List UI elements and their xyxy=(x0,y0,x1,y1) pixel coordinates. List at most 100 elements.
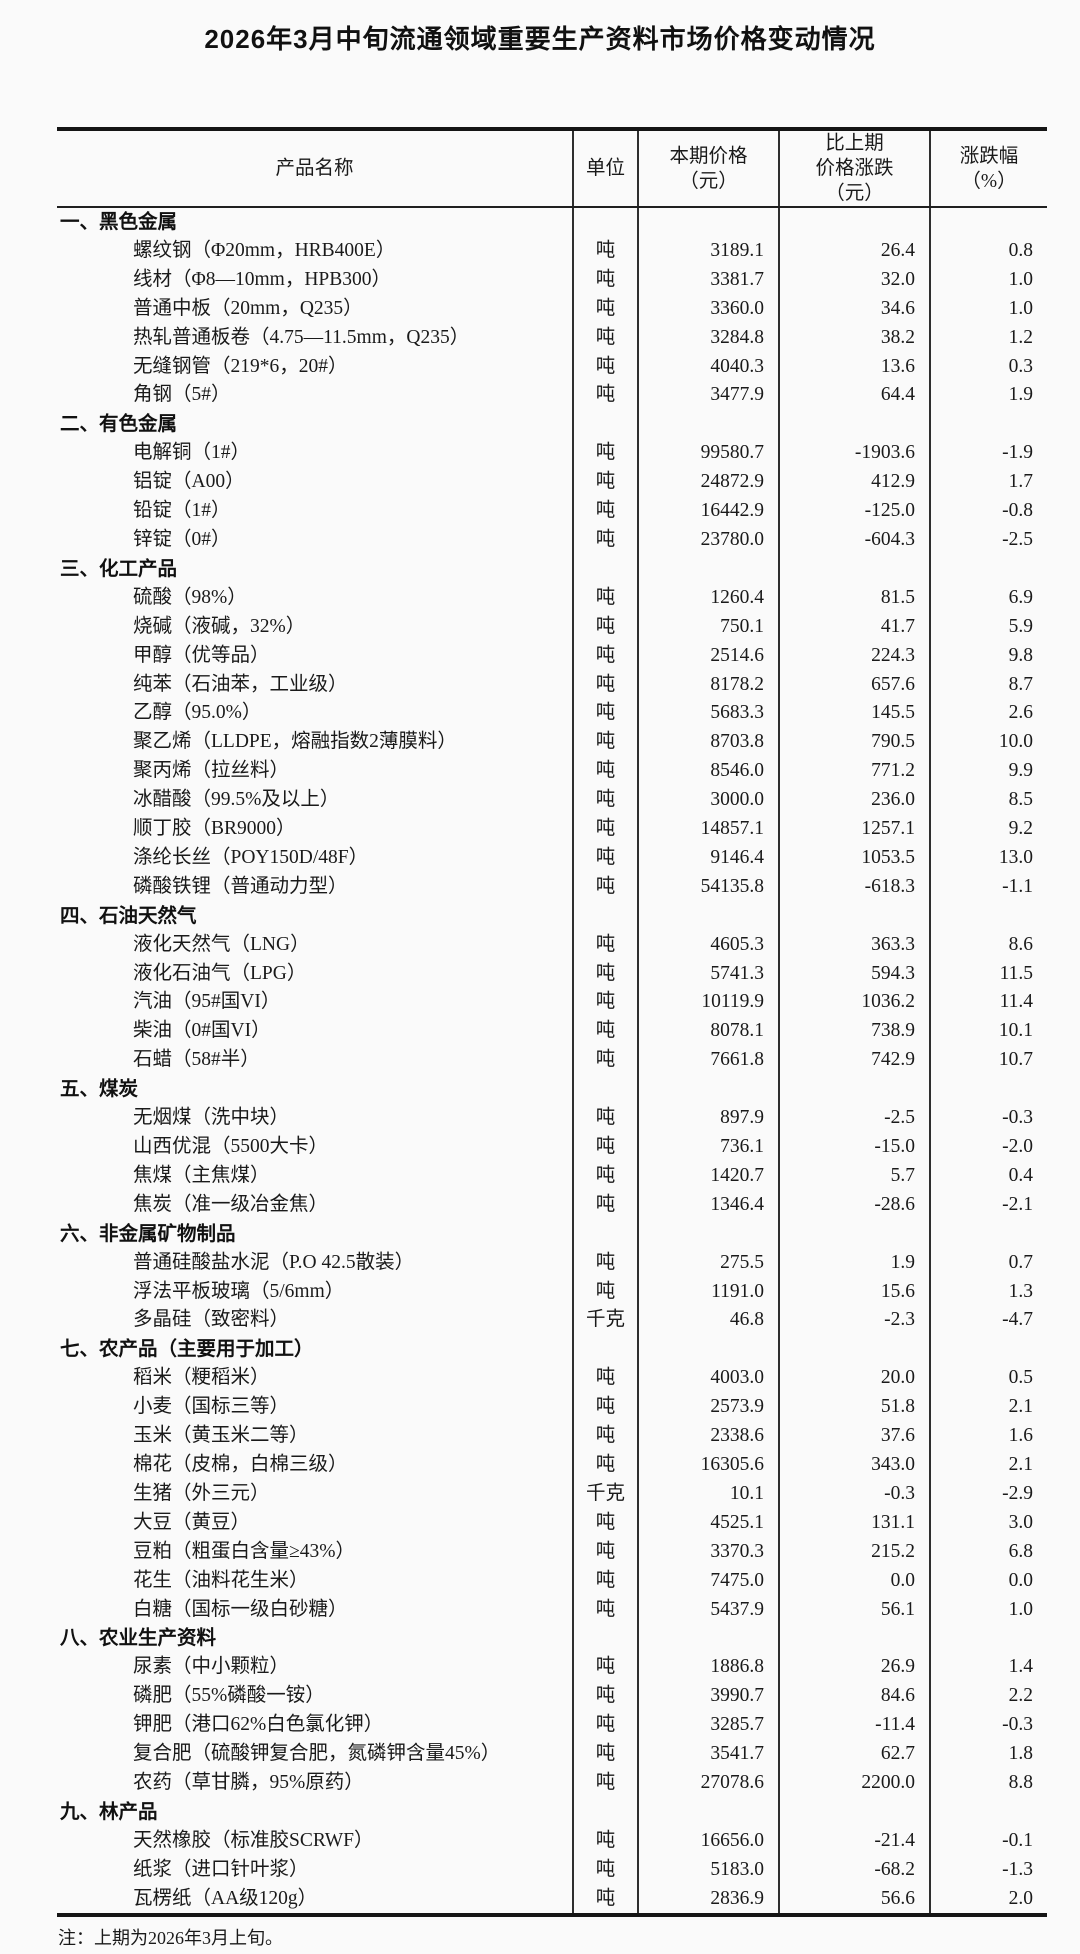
pct-cell: 6.8 xyxy=(929,1537,1047,1567)
unit-cell: 吨 xyxy=(572,439,638,469)
change-cell: 32.0 xyxy=(778,265,930,295)
unit-cell: 吨 xyxy=(572,612,638,642)
product-row: 液化石油气（LPG） 吨 5741.3 594.3 11.5 xyxy=(57,959,1047,989)
change-cell: 51.8 xyxy=(778,1393,930,1423)
unit-cell xyxy=(572,1797,638,1827)
product-row: 焦煤（主焦煤） 吨 1420.7 5.7 0.4 xyxy=(57,1161,1047,1191)
product-name-cell: 磷酸铁锂（普通动力型） xyxy=(133,875,348,897)
change-cell xyxy=(778,554,930,584)
unit-cell: 吨 xyxy=(572,1248,638,1278)
change-cell: 37.6 xyxy=(778,1422,930,1451)
unit-cell: 吨 xyxy=(572,468,638,498)
unit-cell: 吨 xyxy=(572,1682,638,1712)
product-name-cell: 石蜡（58#半） xyxy=(133,1049,260,1071)
section-name-cell: 八、农业生产资料 xyxy=(60,1627,217,1650)
product-name-cell: 甲醇（优等品） xyxy=(133,644,270,666)
product-row: 乙醇（95.0%） 吨 5683.3 145.5 2.6 xyxy=(57,699,1047,729)
price-cell: 3285.7 xyxy=(637,1711,779,1741)
unit-cell xyxy=(572,1335,638,1365)
product-row: 小麦（国标三等） 吨 2573.9 51.8 2.1 xyxy=(57,1393,1047,1423)
price-cell: 8178.2 xyxy=(637,670,779,700)
product-row: 浮法平板玻璃（5/6mm） 吨 1191.0 15.6 1.3 xyxy=(57,1277,1047,1307)
product-name-cell: 冰醋酸（99.5%及以上） xyxy=(133,789,340,811)
unit-cell: 千克 xyxy=(572,1306,638,1336)
section-name-cell: 六、非金属矿物制品 xyxy=(60,1222,236,1245)
unit-cell: 吨 xyxy=(572,1364,638,1394)
pct-cell: 2.2 xyxy=(929,1682,1047,1712)
product-row: 冰醋酸（99.5%及以上） 吨 3000.0 236.0 8.5 xyxy=(57,786,1047,816)
pct-cell: 9.2 xyxy=(929,815,1047,844)
page-title: 2026年3月中旬流通领域重要生产资料市场价格变动情况 xyxy=(204,24,876,54)
pct-cell: 1.8 xyxy=(929,1740,1047,1769)
pct-cell: 11.4 xyxy=(929,988,1047,1018)
price-cell: 4040.3 xyxy=(637,352,779,382)
unit-cell: 吨 xyxy=(572,1711,638,1741)
product-row: 多晶硅（致密料） 千克 46.8 -2.3 -4.7 xyxy=(57,1306,1047,1336)
unit-cell: 吨 xyxy=(572,843,638,873)
product-row: 山西优混（5500大卡） 吨 736.1 -15.0 -2.0 xyxy=(57,1133,1047,1162)
price-cell: 24872.9 xyxy=(637,468,779,498)
price-table-wrap: 产品名称 单位 本期价格 （元） 比上期 价格涨跌 （元） 涨跌幅 （%） 一、… xyxy=(57,127,1047,1918)
product-row: 玉米（黄玉米二等） 吨 2338.6 37.6 1.6 xyxy=(57,1422,1047,1451)
unit-cell: 吨 xyxy=(572,872,638,902)
change-cell: -2.5 xyxy=(778,1104,930,1133)
product-row: 液化天然气（LNG） 吨 4605.3 363.3 8.6 xyxy=(57,930,1047,960)
price-cell: 14857.1 xyxy=(637,815,779,844)
header-unit: 单位 xyxy=(572,129,638,208)
change-cell: 771.2 xyxy=(778,757,930,787)
product-row: 尿素（中小颗粒） 吨 1886.8 26.9 1.4 xyxy=(57,1653,1047,1683)
change-cell: 81.5 xyxy=(778,583,930,613)
product-row: 柴油（0#国VI） 吨 8078.1 738.9 10.1 xyxy=(57,1017,1047,1047)
unit-cell xyxy=(572,554,638,584)
pct-cell: 1.6 xyxy=(929,1422,1047,1451)
pct-cell: -0.3 xyxy=(929,1711,1047,1741)
section-row: 四、石油天然气 xyxy=(57,901,1047,931)
change-cell: -604.3 xyxy=(778,525,930,555)
product-name-cell: 普通中板（20mm，Q235） xyxy=(133,297,363,319)
unit-cell: 吨 xyxy=(572,1768,638,1798)
change-cell: 224.3 xyxy=(778,641,930,671)
change-cell: 657.6 xyxy=(778,670,930,700)
price-cell: 2573.9 xyxy=(637,1393,779,1423)
product-row: 棉花（皮棉，白棉三级） 吨 16305.6 343.0 2.1 xyxy=(57,1450,1047,1480)
unit-cell: 吨 xyxy=(572,381,638,411)
change-cell: -68.2 xyxy=(778,1855,930,1885)
unit-cell: 吨 xyxy=(572,1566,638,1596)
price-cell: 7475.0 xyxy=(637,1566,779,1596)
section-name-cell: 三、化工产品 xyxy=(60,557,178,580)
product-name-cell: 稻米（粳稻米） xyxy=(133,1367,270,1389)
pct-cell: 8.7 xyxy=(929,670,1047,700)
change-cell: 215.2 xyxy=(778,1537,930,1567)
pct-cell xyxy=(929,1219,1047,1249)
price-cell: 3370.3 xyxy=(637,1537,779,1567)
price-cell: 10.1 xyxy=(637,1479,779,1509)
product-name-cell: 聚乙烯（LLDPE，熔融指数2薄膜料） xyxy=(133,731,457,753)
price-cell: 16442.9 xyxy=(637,497,779,526)
unit-cell: 吨 xyxy=(572,352,638,382)
pct-cell: 1.9 xyxy=(929,381,1047,411)
section-row: 三、化工产品 xyxy=(57,554,1047,584)
unit-cell xyxy=(572,901,638,931)
change-cell xyxy=(778,1797,930,1827)
product-row: 普通硅酸盐水泥（P.O 42.5散装） 吨 275.5 1.9 0.7 xyxy=(57,1248,1047,1278)
product-name-cell: 瓦楞纸（AA级120g） xyxy=(133,1887,318,1909)
product-name-cell: 顺丁胶（BR9000） xyxy=(133,818,296,840)
price-cell xyxy=(637,1219,779,1249)
change-cell: -2.3 xyxy=(778,1306,930,1336)
price-cell: 99580.7 xyxy=(637,439,779,469)
unit-cell: 吨 xyxy=(572,1653,638,1683)
product-name-cell: 无烟煤（洗中块） xyxy=(133,1107,290,1129)
price-cell: 275.5 xyxy=(637,1248,779,1278)
pct-cell: -1.1 xyxy=(929,872,1047,902)
unit-cell: 吨 xyxy=(572,1017,638,1047)
change-cell xyxy=(778,901,930,931)
change-cell: 26.4 xyxy=(778,236,930,266)
price-cell xyxy=(637,410,779,440)
unit-cell: 吨 xyxy=(572,1277,638,1307)
change-cell: 363.3 xyxy=(778,930,930,960)
change-cell: 84.6 xyxy=(778,1682,930,1712)
unit-cell: 吨 xyxy=(572,959,638,989)
change-cell: -28.6 xyxy=(778,1190,930,1220)
change-cell: 15.6 xyxy=(778,1277,930,1307)
